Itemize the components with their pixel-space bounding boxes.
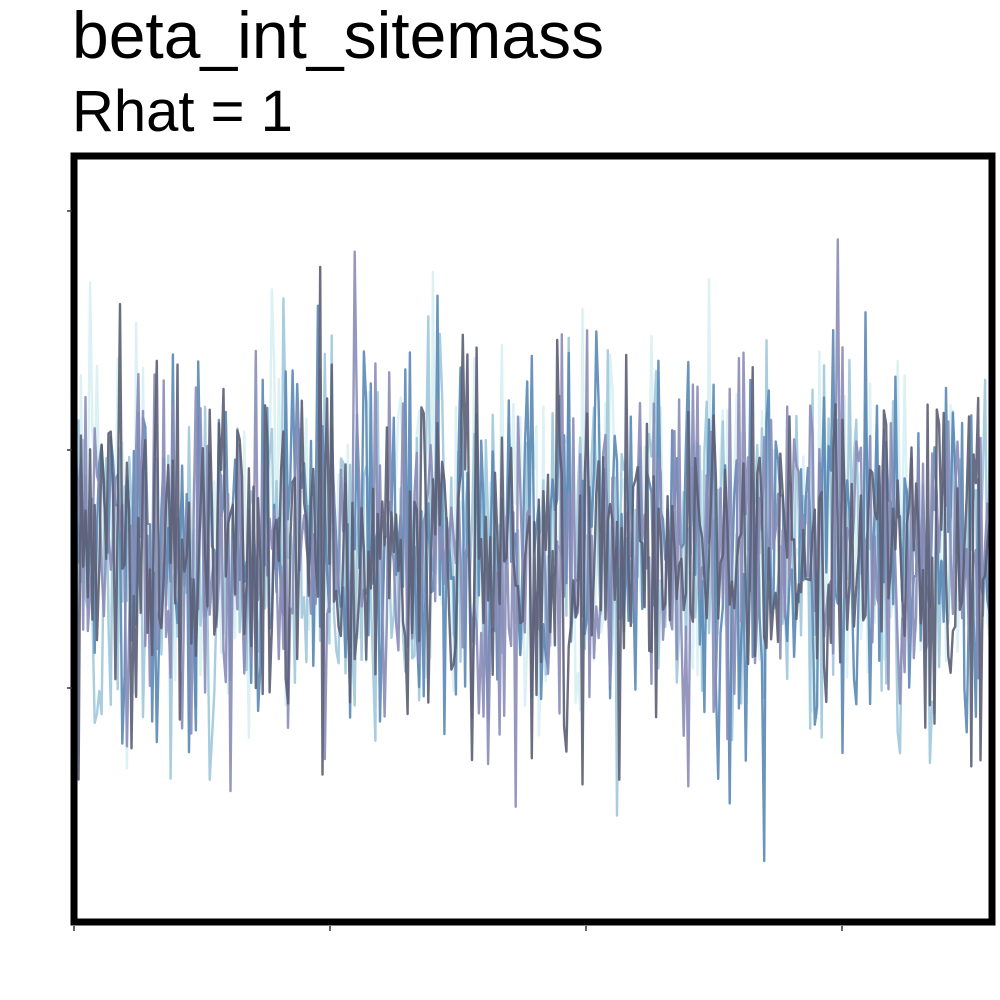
plot-panel-border [70, 152, 996, 926]
chart-title: beta_int_sitemass [72, 0, 604, 72]
axis-ticks [67, 210, 843, 931]
chart-subtitle: Rhat = 1 [72, 79, 293, 144]
trace-lines [72, 238, 994, 863]
trace-line-chain-1 [72, 265, 994, 786]
